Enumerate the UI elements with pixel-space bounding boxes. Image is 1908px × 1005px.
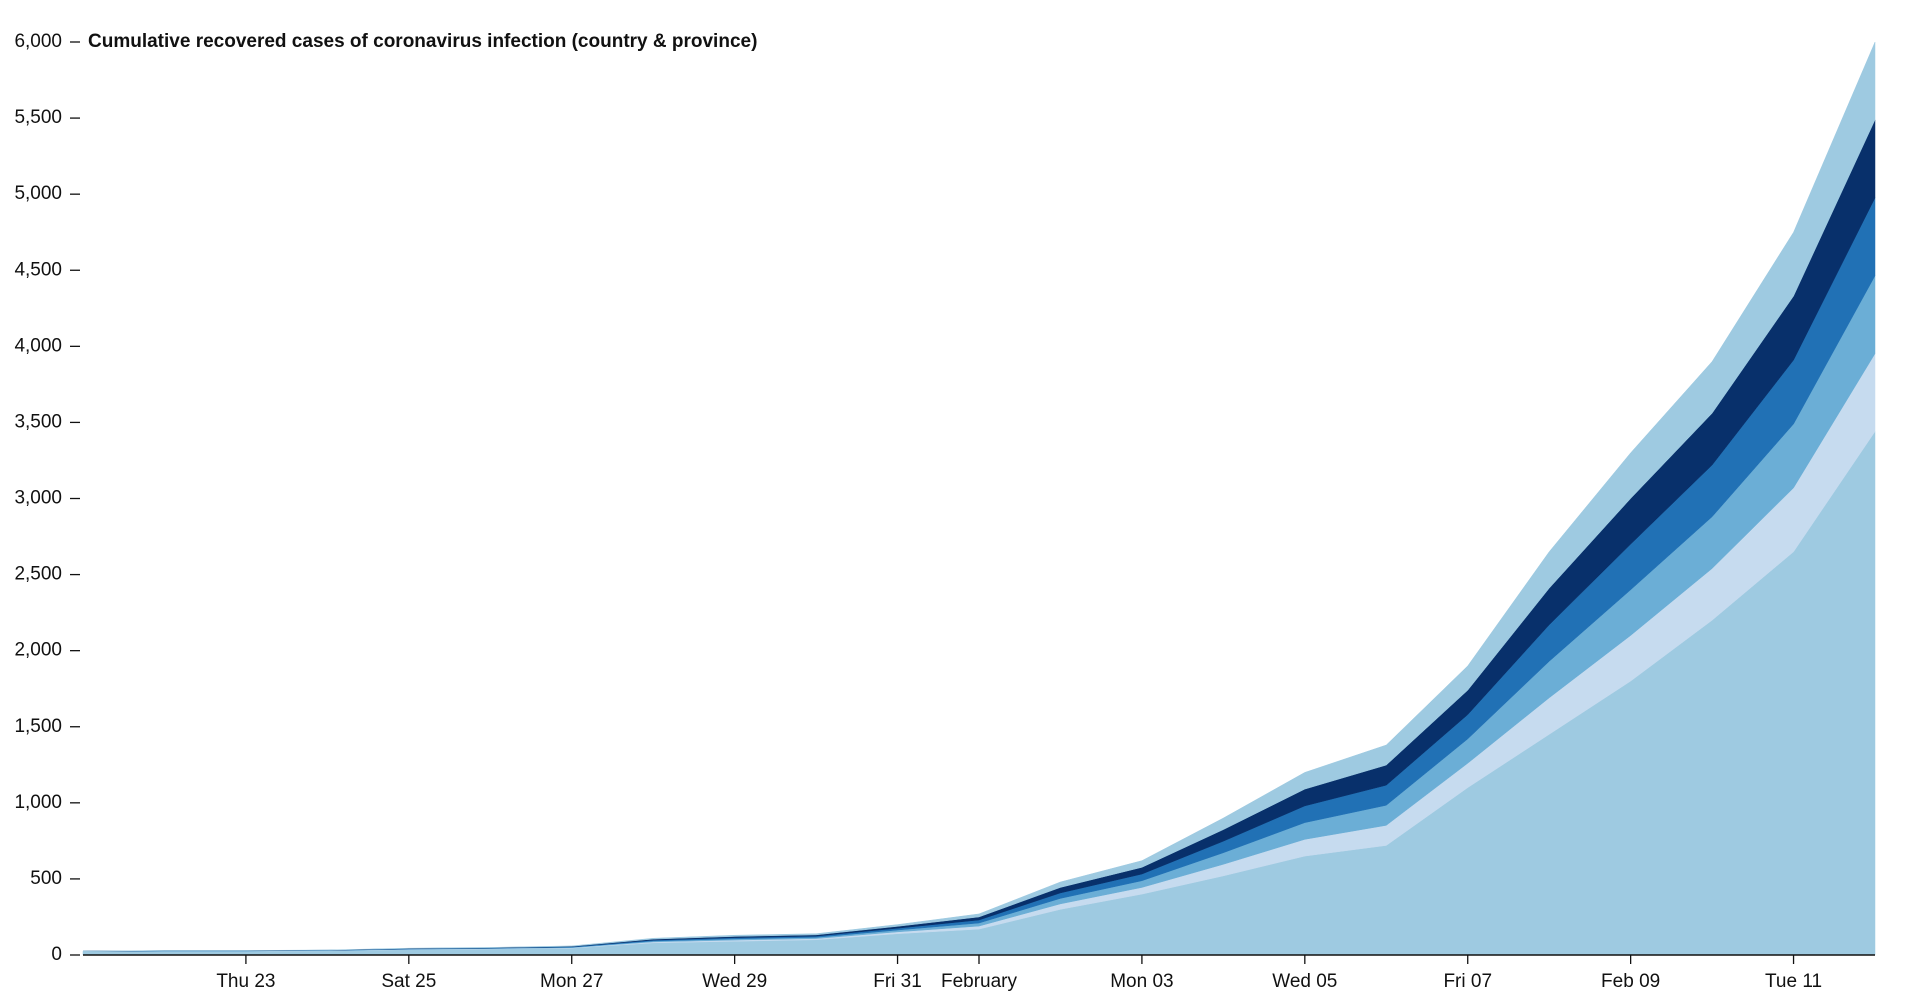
y-tick-label: 500	[30, 868, 62, 889]
x-tick-label: Sat 25	[381, 971, 436, 992]
x-tick-label: Thu 23	[216, 971, 275, 992]
y-tick-label: 2,000	[14, 640, 62, 661]
x-tick-label: Mon 03	[1110, 971, 1173, 992]
area	[82, 41, 1876, 952]
y-tick-label: 1,500	[14, 716, 62, 737]
x-tick-label: February	[941, 971, 1018, 992]
y-tick-label: 1,000	[14, 792, 62, 813]
x-tick-label: Wed 05	[1272, 971, 1337, 992]
y-tick-label: 4,000	[14, 335, 62, 356]
chart-title: Cumulative recovered cases of coronaviru…	[88, 31, 757, 52]
y-tick-label: 4,500	[14, 259, 62, 280]
y-tick-label: 3,500	[14, 411, 62, 432]
y-tick-label: 5,500	[14, 107, 62, 128]
x-tick-label: Mon 27	[540, 971, 603, 992]
y-tick-label: 2,500	[14, 564, 62, 585]
x-tick-label: Feb 09	[1601, 971, 1660, 992]
y-tick-label: 3,000	[14, 488, 62, 509]
y-tick-label: 6,000	[14, 31, 62, 52]
areas	[82, 41, 1876, 956]
x-tick-label: Fri 31	[873, 971, 922, 992]
x-tick-label: Fri 07	[1443, 971, 1492, 992]
y-tick-label: 5,000	[14, 183, 62, 204]
x-tick-label: Tue 11	[1765, 971, 1822, 992]
x-tick-label: Wed 29	[702, 971, 767, 992]
y-tick-label: 0	[51, 944, 62, 965]
